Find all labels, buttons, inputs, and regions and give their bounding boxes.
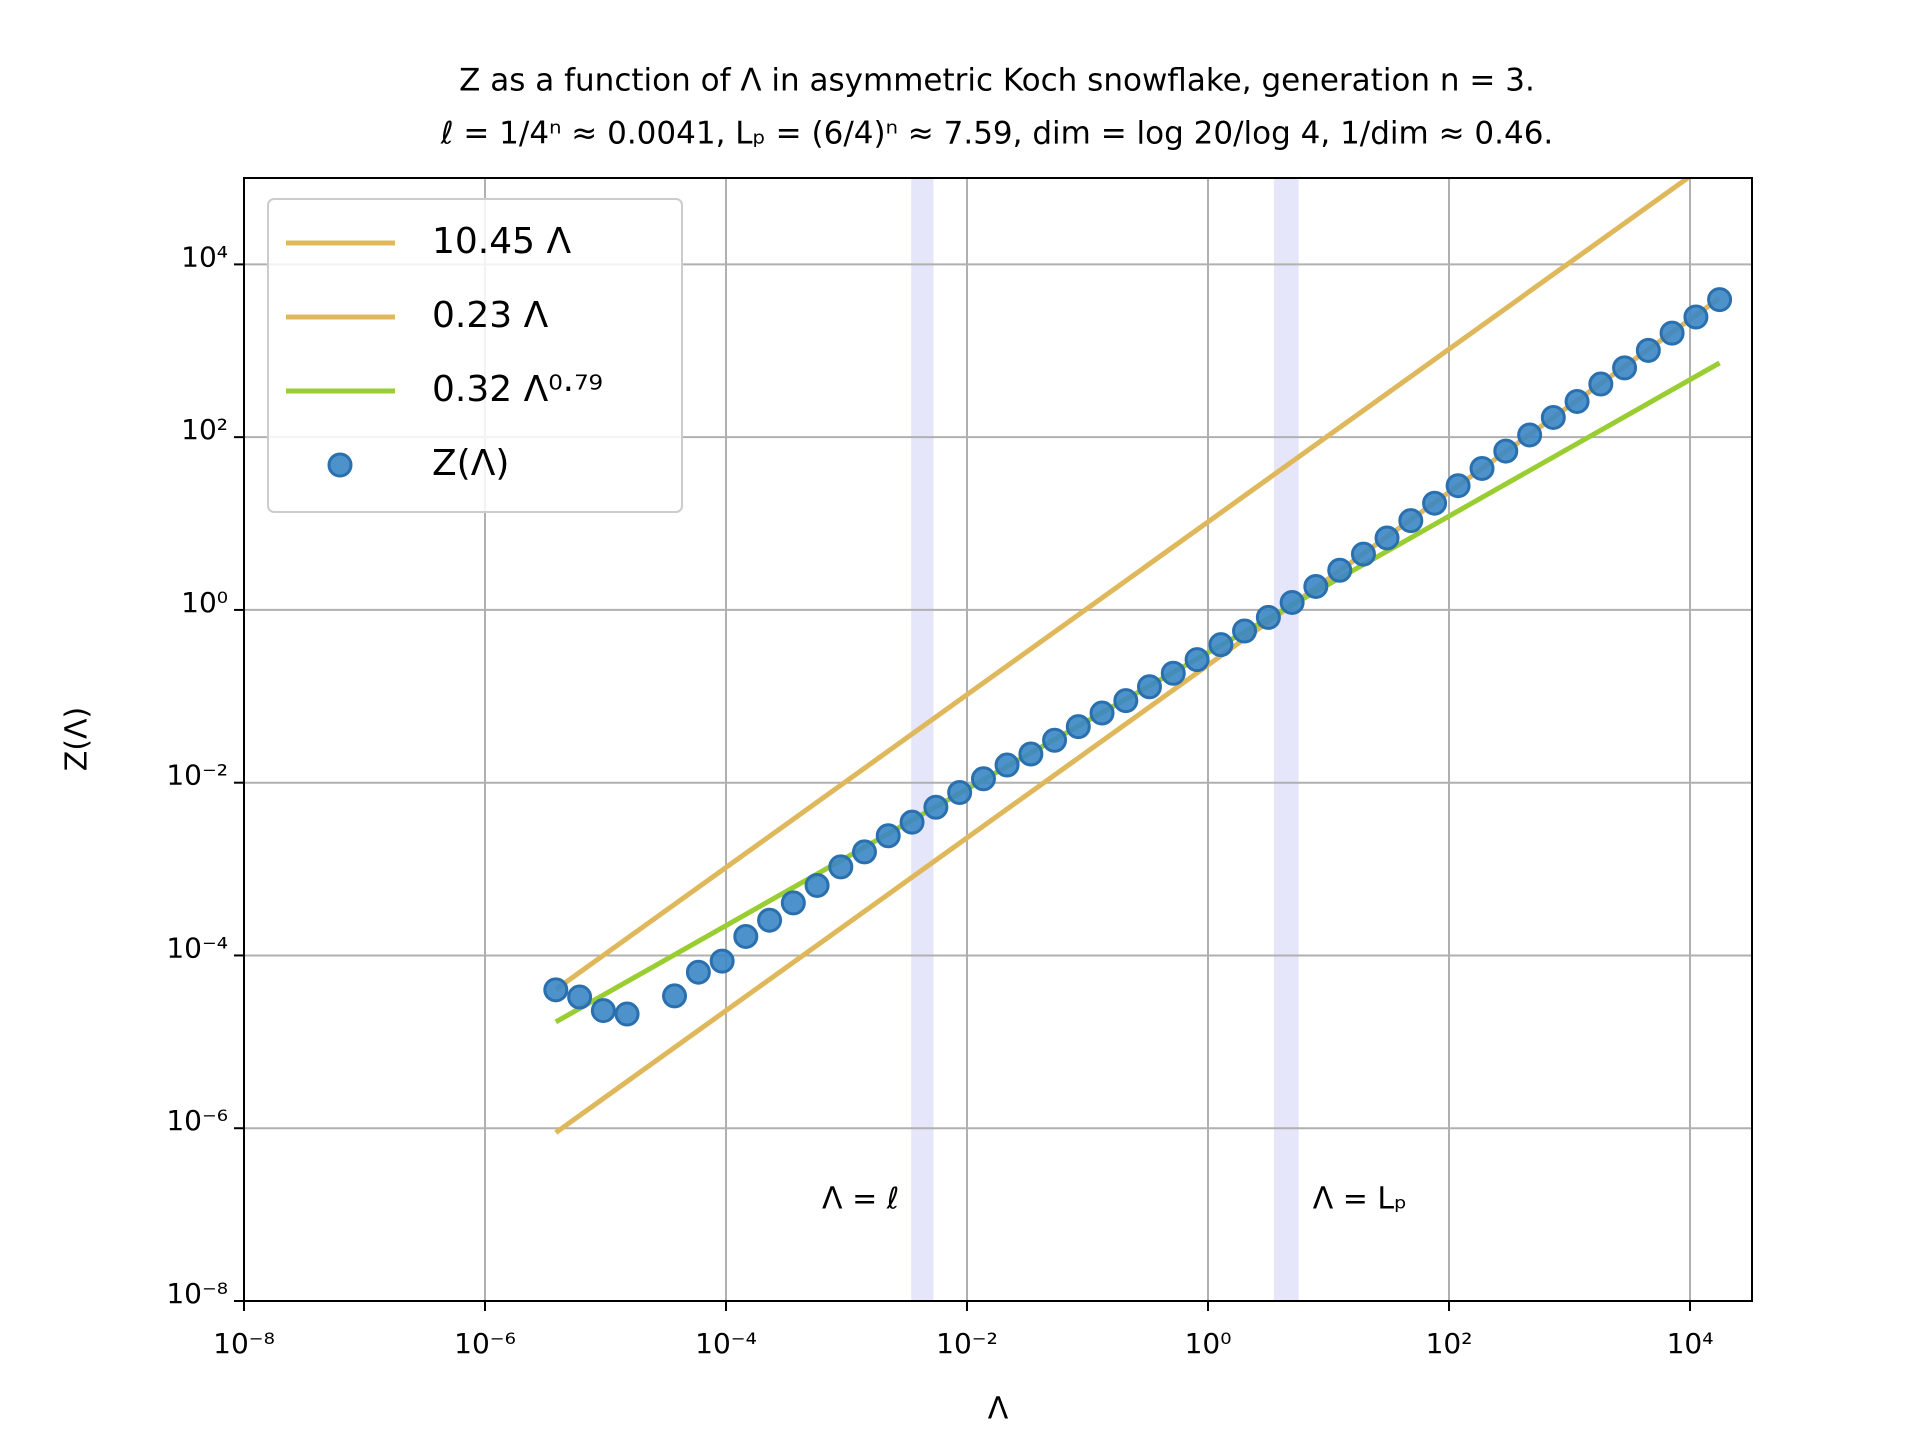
data-point xyxy=(1042,727,1068,753)
data-point xyxy=(1160,660,1186,686)
data-point xyxy=(1065,714,1091,740)
data-point xyxy=(685,959,711,985)
x-tick-label: 10² xyxy=(1426,1327,1473,1360)
x-tick-label: 10⁻² xyxy=(936,1327,998,1360)
x-tick-label: 10⁻⁴ xyxy=(695,1327,757,1360)
legend-box xyxy=(267,198,683,513)
data-point xyxy=(733,923,759,949)
x-axis-label: Λ xyxy=(988,1392,1009,1427)
legend-swatch xyxy=(327,452,353,478)
fit-line xyxy=(554,360,1721,1025)
data-point xyxy=(709,948,735,974)
data-point xyxy=(1398,508,1424,534)
data-point xyxy=(1683,304,1709,330)
data-point xyxy=(1113,688,1139,714)
data-point xyxy=(780,890,806,916)
data-point xyxy=(757,907,783,933)
chart-title: Z as a function of Λ in asymmetric Koch … xyxy=(459,63,1535,99)
data-point xyxy=(804,872,830,898)
x-tick-label: 10⁻⁶ xyxy=(454,1327,516,1360)
vertical-span xyxy=(911,178,934,1301)
y-tick-label: 10² xyxy=(181,413,228,446)
data-point xyxy=(1089,700,1115,726)
data-point xyxy=(1422,490,1448,516)
plot-frame xyxy=(243,177,1753,1302)
x-tick-label: 10⁰ xyxy=(1185,1327,1232,1360)
data-point xyxy=(875,823,901,849)
data-point xyxy=(590,998,616,1024)
data-point xyxy=(1493,438,1519,464)
data-point xyxy=(899,809,925,835)
axes: 10⁻⁸ 10⁻⁶ 10⁻⁴ 10⁻² 10⁰ 10² 10⁴ 10⁻⁸ 10⁻⁶ 10⁻⁴ 10⁻… xyxy=(166,177,1753,1360)
y-tick-label: 10⁻⁸ xyxy=(166,1277,228,1310)
y-tick-label: 10⁴ xyxy=(181,240,228,273)
legend: 10.45 Λ 0.23 Λ 0.32 Λ⁰·⁷⁹ Z(Λ) xyxy=(267,198,683,513)
data-point xyxy=(614,1001,640,1027)
legend-label: 0.32 Λ⁰·⁷⁹ xyxy=(432,369,603,410)
data-point xyxy=(567,984,593,1010)
span-annotation: Λ = ℓ xyxy=(822,1182,899,1217)
data-point xyxy=(994,752,1020,778)
y-tick-label: 10⁻² xyxy=(166,759,228,792)
data-point xyxy=(1350,541,1376,567)
data-point xyxy=(851,839,877,865)
data-point xyxy=(1232,618,1258,644)
fit-line xyxy=(554,178,1692,992)
data-point xyxy=(1659,320,1685,346)
data-point xyxy=(1564,388,1590,414)
data-point xyxy=(1303,573,1329,599)
y-axis-label: Z(Λ) xyxy=(60,707,95,771)
data-point xyxy=(1635,337,1661,363)
y-tick-label: 10⁻⁴ xyxy=(166,931,228,964)
data-point xyxy=(947,779,973,805)
vertical-span xyxy=(1273,178,1299,1301)
y-tick-label: 10⁻⁶ xyxy=(166,1104,228,1137)
spans: Λ = ℓ Λ = Lₚ xyxy=(822,178,1407,1301)
legend-label: Z(Λ) xyxy=(432,443,509,484)
data-point xyxy=(828,854,854,880)
plot-area xyxy=(543,178,1733,1135)
data-point xyxy=(1445,473,1471,499)
data-point xyxy=(662,983,688,1009)
legend-label: 0.23 Λ xyxy=(432,295,549,336)
data-point xyxy=(1255,604,1281,630)
x-tick-label: 10⁻⁸ xyxy=(213,1327,275,1360)
data-point xyxy=(543,977,569,1003)
data-point xyxy=(1208,632,1234,658)
data-point xyxy=(1137,674,1163,700)
data-point xyxy=(1540,404,1566,430)
data-point xyxy=(970,766,996,792)
chart-subtitle: ℓ = 1/4ⁿ ≈ 0.0041, Lₚ = (6/4)ⁿ ≈ 7.59, d… xyxy=(440,116,1554,152)
legend-label: 10.45 Λ xyxy=(432,221,572,262)
data-point xyxy=(1469,455,1495,481)
x-tick-label: 10⁴ xyxy=(1667,1327,1714,1360)
data-point xyxy=(1588,371,1614,397)
data-point xyxy=(923,794,949,820)
data-point xyxy=(1327,557,1353,583)
span-annotation: Λ = Lₚ xyxy=(1313,1182,1407,1217)
data-point xyxy=(1374,525,1400,551)
data-point xyxy=(1612,355,1638,381)
y-tick-label: 10⁰ xyxy=(181,586,228,619)
data-point xyxy=(1517,422,1543,448)
data-point xyxy=(1707,287,1733,313)
data-point xyxy=(1184,647,1210,673)
data-point xyxy=(1018,741,1044,767)
data-point xyxy=(1279,589,1305,615)
